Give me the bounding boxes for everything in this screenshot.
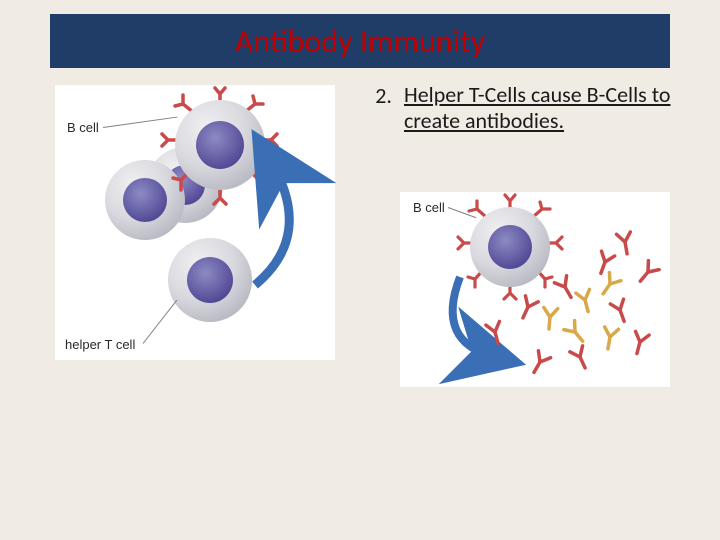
antibody-icon	[528, 351, 551, 376]
antibody-icon	[517, 296, 539, 321]
antibody-icon	[597, 273, 621, 298]
antibody-icon	[630, 331, 649, 355]
label-helper-t: helper T cell	[65, 337, 135, 352]
antibody-cloud	[400, 192, 670, 387]
antibody-icon	[617, 232, 634, 255]
antibody-icon	[601, 327, 618, 350]
antibody-icon	[554, 276, 577, 301]
antibody-icon	[635, 261, 659, 286]
antibody-icon	[542, 307, 558, 329]
antibody-icon	[594, 251, 614, 276]
antibody-icon	[570, 346, 592, 371]
title-bar: Antibody Immunity	[50, 14, 670, 68]
figure-left: B cell helper T cell	[55, 85, 335, 360]
antibody-icon	[576, 289, 595, 313]
bullet-number: 2.	[368, 82, 392, 135]
slide-title: Antibody Immunity	[235, 22, 485, 61]
figure-right: B cell	[400, 192, 670, 387]
bullet-row: 2. Helper T-Cells cause B-Cells to creat…	[368, 82, 680, 135]
bullet-text: Helper T-Cells cause B-Cells to create a…	[404, 82, 680, 135]
antibody-icon	[610, 299, 630, 324]
label-bcell: B cell	[67, 120, 99, 135]
antibody-icon	[564, 321, 588, 346]
bullet-area: 2. Helper T-Cells cause B-Cells to creat…	[368, 82, 680, 135]
antibody-icon	[486, 321, 505, 345]
